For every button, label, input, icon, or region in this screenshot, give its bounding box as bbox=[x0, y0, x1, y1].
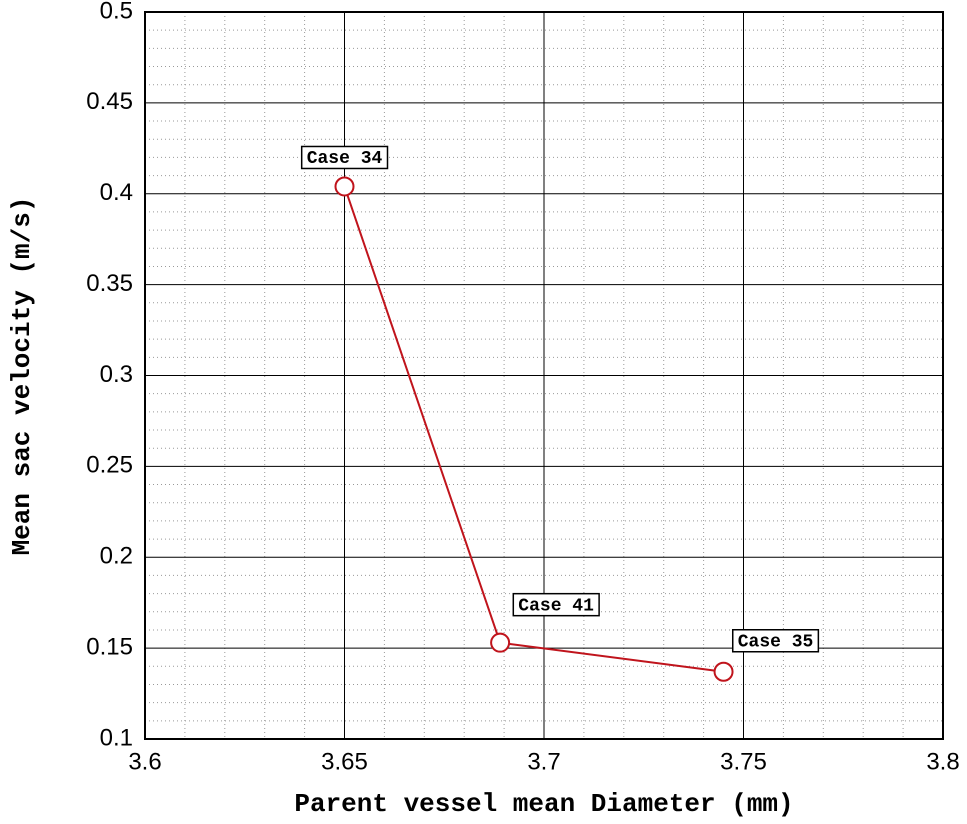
y-tick-label: 0.45 bbox=[86, 88, 133, 115]
y-tick-label: 0.1 bbox=[100, 724, 133, 751]
annotation: Case 35 bbox=[731, 629, 820, 653]
y-tick-label: 0.3 bbox=[100, 361, 133, 388]
plot-frame bbox=[144, 11, 944, 740]
annotation: Case 34 bbox=[300, 145, 389, 170]
annotation: Case 41 bbox=[512, 592, 600, 617]
annotation-box bbox=[512, 592, 600, 617]
marker bbox=[490, 632, 511, 653]
y-tick-label: 0.15 bbox=[86, 633, 133, 660]
x-tick-label: 3.75 bbox=[720, 748, 767, 775]
x-tick-label: 3.8 bbox=[926, 748, 959, 775]
marker bbox=[713, 661, 734, 682]
marker bbox=[334, 176, 355, 197]
x-tick-label: 3.65 bbox=[321, 748, 368, 775]
annotation-label: Case 41 bbox=[518, 596, 594, 616]
y-tick-label: 0.4 bbox=[100, 179, 133, 206]
annotation-box bbox=[731, 629, 820, 653]
y-tick-label: 0.25 bbox=[86, 452, 133, 479]
y-tick-label: 0.5 bbox=[100, 0, 133, 24]
x-tick-label: 3.6 bbox=[128, 748, 161, 775]
y-axis-label: Mean sac velocity (m/s) bbox=[7, 197, 37, 556]
x-tick-label: 3.7 bbox=[527, 748, 560, 775]
y-tick-label: 0.35 bbox=[86, 270, 133, 297]
y-tick-label: 0.2 bbox=[100, 543, 133, 570]
x-axis-label: Parent vessel mean Diameter (mm) bbox=[294, 789, 793, 819]
annotation-label: Case 34 bbox=[307, 149, 383, 169]
annotation-label: Case 35 bbox=[738, 633, 814, 653]
annotation-box bbox=[300, 145, 389, 170]
